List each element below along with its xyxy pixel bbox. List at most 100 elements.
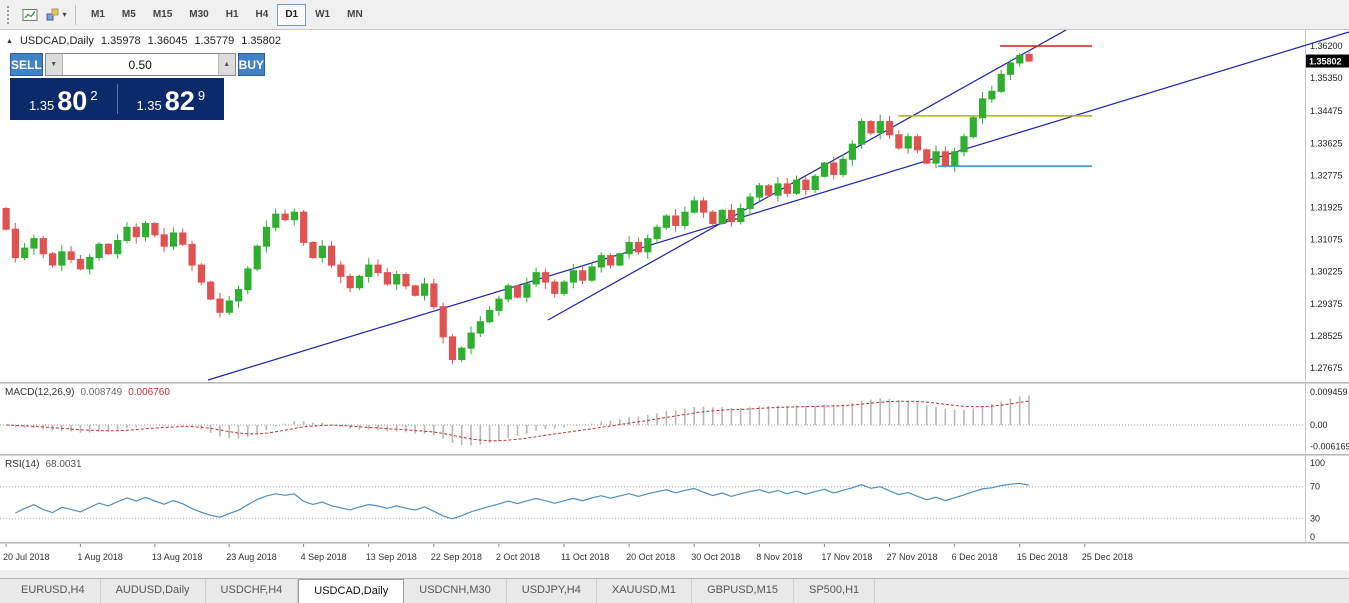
ohlc-low: 1.35779 <box>194 35 235 47</box>
date-axis-label: 27 Nov 2018 <box>887 552 938 562</box>
date-axis-label: 1 Aug 2018 <box>77 552 123 562</box>
splitter-dates[interactable] <box>0 542 1349 544</box>
date-axis-label: 17 Nov 2018 <box>821 552 872 562</box>
buy-button[interactable]: BUY <box>237 53 266 76</box>
timeframe-m30[interactable]: M30 <box>181 4 216 26</box>
date-axis-label: 25 Dec 2018 <box>1082 552 1133 562</box>
chart-icon[interactable] <box>18 4 42 26</box>
rsi-axis-label: 30 <box>1310 513 1320 523</box>
tab-usdchf-h4[interactable]: USDCHF,H4 <box>206 579 299 603</box>
chart-symbol: USDCAD,Daily <box>19 35 94 47</box>
timeframe-m15[interactable]: M15 <box>145 4 180 26</box>
toolbar-grip[interactable] <box>7 5 13 24</box>
objects-icon[interactable]: ▾ <box>44 4 68 26</box>
macd-histogram <box>14 395 1030 446</box>
price-axis-label: 1.28525 <box>1310 331 1343 341</box>
sell-price-pipette: 2 <box>90 87 98 103</box>
macd-axis-label: 0.00 <box>1310 420 1328 430</box>
tab-eurusd-h4[interactable]: EURUSD,H4 <box>6 579 101 603</box>
macd-name: MACD(12,26,9) <box>5 387 75 398</box>
rsi-axis-label: 100 <box>1310 458 1325 468</box>
rsi-axis-label: 0 <box>1310 532 1315 542</box>
collapse-icon[interactable]: ▲ <box>6 37 13 45</box>
buy-price-display[interactable]: 1.35 82 9 <box>118 85 225 116</box>
rsi-line <box>15 482 1030 520</box>
volume-increase-button[interactable]: ▲ <box>217 54 235 75</box>
price-chart-canvas[interactable]: 1.36200 1.35350 1.34475 1.33625 1.32775 1.319… <box>0 30 1349 382</box>
macd-axis-label: 0.009459 <box>1310 387 1348 397</box>
objects-icon-glyph <box>46 8 59 20</box>
timeframe-toolbar: M1 M5 M15 M30 H1 H4 D1 W1 MN <box>83 3 371 26</box>
sell-price-display[interactable]: 1.35 80 2 <box>10 85 117 114</box>
rsi-value: 68.0031 <box>45 459 82 470</box>
macd-signal-value: 0.006760 <box>128 387 170 398</box>
price-axis-label: 1.35350 <box>1310 73 1343 83</box>
ohlc-open: 1.35978 <box>100 35 141 47</box>
date-axis-label: 6 Dec 2018 <box>952 552 998 562</box>
macd-label: MACD(12,26,9) 0.008749 0.006760 <box>5 387 170 398</box>
horizontal-levels[interactable] <box>898 45 1092 167</box>
date-axis-label: 22 Sep 2018 <box>431 552 482 562</box>
macd-axis-label: -0.006169 <box>1310 442 1349 452</box>
sell-price-base: 1.35 <box>28 97 55 113</box>
price-panel: 1.36200 1.35350 1.34475 1.33625 1.32775 1.319… <box>0 30 1349 382</box>
date-axis-label: 2 Oct 2018 <box>496 552 540 562</box>
ohlc-high: 1.36045 <box>147 35 188 47</box>
bottom-spacer <box>0 570 1349 578</box>
timeframe-m1[interactable]: M1 <box>83 4 113 26</box>
price-axis-label: 1.29375 <box>1310 299 1343 309</box>
price-axis-label: 1.30225 <box>1310 267 1343 277</box>
splitter-rsi[interactable] <box>0 454 1349 456</box>
tab-usdjpy-h4[interactable]: USDJPY,H4 <box>507 579 597 603</box>
rsi-label: RSI(14) 68.0031 <box>5 459 82 470</box>
ohlc-close: 1.35802 <box>241 35 281 47</box>
tab-usdcad-daily[interactable]: USDCAD,Daily <box>298 579 405 603</box>
date-axis-label: 4 Sep 2018 <box>301 552 347 562</box>
price-axis-label: 1.34475 <box>1310 106 1343 116</box>
macd-value: 0.008749 <box>80 387 123 398</box>
top-toolbar: ▾ M1 M5 M15 M30 H1 H4 D1 W1 MN <box>0 0 1349 30</box>
price-axis-label: 1.27675 <box>1310 363 1343 373</box>
rsi-axis-label: 70 <box>1310 482 1320 492</box>
toolbar-separator <box>75 4 76 25</box>
tab-xauusd-m1[interactable]: XAUUSD,M1 <box>597 579 693 603</box>
date-axis-label: 23 Aug 2018 <box>226 552 277 562</box>
date-axis-label: 20 Oct 2018 <box>626 552 675 562</box>
timeframe-mn[interactable]: MN <box>339 4 371 26</box>
date-axis-label: 15 Dec 2018 <box>1017 552 1068 562</box>
buy-price-pips: 82 <box>164 85 195 116</box>
timeframe-h1[interactable]: H1 <box>218 4 247 26</box>
sell-button[interactable]: SELL <box>10 53 43 76</box>
rsi-panel: 100 70 30 0 RSI(14) 68.0031 <box>0 456 1349 542</box>
date-axis-label: 11 Oct 2018 <box>561 552 609 562</box>
volume-input[interactable] <box>62 54 218 75</box>
trendlines[interactable] <box>207 30 1349 381</box>
macd-signal-line <box>5 400 1030 442</box>
macd-chart-canvas[interactable]: 0.009459 0.00 -0.006169 <box>0 384 1349 454</box>
date-axis-canvas[interactable]: 20 Jul 2018 1 Aug 2018 13 Aug 2018 23 Aug 2… <box>0 544 1349 570</box>
tab-usdcnh-m30[interactable]: USDCNH,M30 <box>404 579 507 603</box>
rsi-name: RSI(14) <box>5 459 40 470</box>
one-click-trading-panel: SELL ▼ ▲ BUY 1.35 80 2 1.35 82 9 <box>10 53 266 120</box>
timeframe-d1[interactable]: D1 <box>277 3 307 26</box>
date-axis-label: 20 Jul 2018 <box>3 552 50 562</box>
tab-sp500-h1[interactable]: SP500,H1 <box>794 579 876 603</box>
price-axis-label: 1.36200 <box>1310 41 1343 51</box>
date-axis-label: 8 Nov 2018 <box>756 552 802 562</box>
tab-gbpusd-m15[interactable]: GBPUSD,M15 <box>692 579 794 603</box>
candles-group <box>2 51 1033 365</box>
tab-audusd-daily[interactable]: AUDUSD,Daily <box>101 579 206 603</box>
symbol-tab-bar: EURUSD,H4 AUDUSD,Daily USDCHF,H4 USDCAD,Dai… <box>0 578 1349 603</box>
timeframe-h4[interactable]: H4 <box>248 4 277 26</box>
dropdown-icon: ▾ <box>62 10 67 19</box>
splitter-macd[interactable] <box>0 382 1349 384</box>
volume-decrease-button[interactable]: ▼ <box>45 54 63 75</box>
volume-group: ▼ ▲ <box>44 53 236 76</box>
rsi-chart-canvas[interactable]: 100 70 30 0 <box>0 456 1349 542</box>
buy-price-base: 1.35 <box>136 97 162 113</box>
timeframe-m5[interactable]: M5 <box>114 4 144 26</box>
price-axis-label: 1.33625 <box>1310 138 1343 148</box>
timeframe-w1[interactable]: W1 <box>307 4 338 26</box>
current-price-label: 1.35802 <box>1309 57 1342 67</box>
price-axis-label: 1.31925 <box>1310 202 1343 212</box>
